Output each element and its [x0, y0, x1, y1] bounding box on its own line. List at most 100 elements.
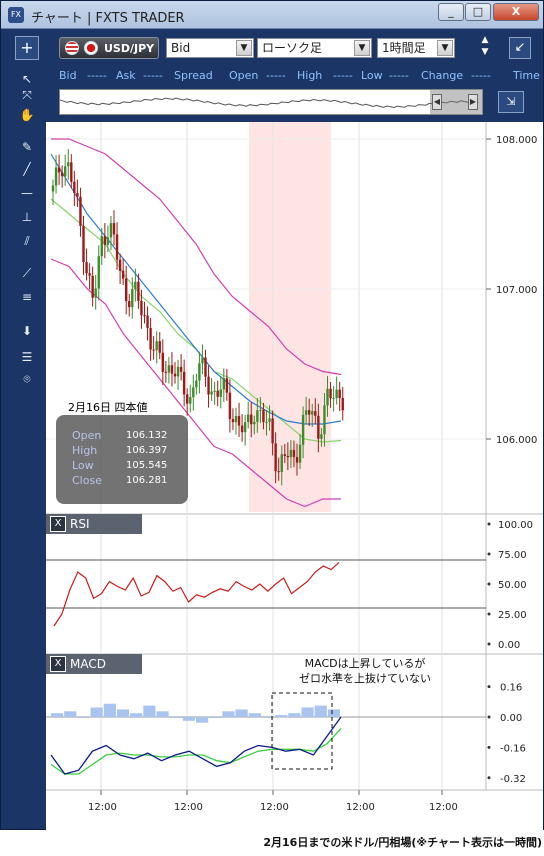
- fan-icon[interactable]: ⟋: [22, 266, 32, 280]
- macd-tick-label-2: -0.16: [500, 743, 526, 754]
- candle-body: [234, 416, 238, 423]
- macd-tick-label-1: 0.00: [500, 713, 522, 724]
- trend-line-icon[interactable]: ╱: [23, 162, 31, 176]
- hline-label-icon[interactable]: ⊥: [21, 210, 33, 224]
- horizontal-line-icon[interactable]: —: [21, 186, 33, 200]
- toolbar-scroll-arrows[interactable]: ▲ ▼: [481, 35, 489, 57]
- overview-navigator[interactable]: ◀ ▶: [59, 89, 483, 115]
- download-icon[interactable]: ⬇: [21, 324, 33, 338]
- chart-area[interactable]: 108.000 107.000 106.000 100.00 75.00 50.00 25.…: [46, 122, 543, 831]
- candle-body: [198, 363, 201, 381]
- macd-annotation-line-2: ゼロ水準を上抜けていない: [299, 672, 431, 685]
- macd-histogram-bar: [288, 713, 301, 717]
- price-type-select[interactable]: Bid ▼: [166, 38, 254, 58]
- candle-body: [152, 349, 155, 351]
- currency-pair-button[interactable]: USD/JPY: [59, 37, 159, 59]
- rsi-close-button[interactable]: X: [50, 516, 66, 532]
- period-select[interactable]: 1時間足 ▼: [377, 38, 455, 58]
- parallel-lines-icon[interactable]: ⫽: [24, 234, 30, 248]
- rsi-tick-label-0: 100.00: [498, 520, 533, 531]
- candle-body: [314, 411, 317, 416]
- candle-body: [262, 409, 265, 423]
- rsi-tick-2: [487, 582, 491, 586]
- detach-button[interactable]: ↙: [509, 37, 531, 59]
- candle-body: [54, 167, 58, 186]
- candle-body: [243, 422, 247, 433]
- candle-body: [311, 411, 314, 415]
- fibonacci-icon[interactable]: ≡: [21, 290, 33, 304]
- macd-panel-title: MACD: [70, 657, 106, 671]
- quote-field-9: Low: [361, 69, 383, 82]
- candle-body: [240, 425, 244, 433]
- x-tick-label-0: 12:00: [88, 802, 117, 813]
- macd-histogram-bar: [77, 717, 90, 718]
- macd-histogram-bar: [103, 703, 116, 717]
- candle-body: [323, 405, 326, 435]
- candle-body: [140, 300, 143, 316]
- marker-icon[interactable]: ✎: [21, 140, 33, 154]
- candle-body: [82, 225, 85, 263]
- candle-body: [115, 234, 119, 260]
- macd-histogram-bar: [235, 709, 248, 717]
- candle-body: [274, 443, 277, 472]
- candle-body: [295, 457, 299, 463]
- chevron-down-icon: ▼: [437, 40, 453, 56]
- macd-tick-label-3: -0.32: [500, 774, 526, 785]
- candle-body: [131, 289, 134, 308]
- candle-body: [103, 236, 107, 245]
- macd-histogram-bar: [196, 717, 209, 723]
- macd-close-button[interactable]: X: [50, 656, 66, 672]
- candle-body: [112, 223, 116, 235]
- candle-body: [228, 392, 232, 420]
- crosshair-icon[interactable]: ⤧: [22, 88, 32, 102]
- macd-signal-line: [50, 727, 342, 775]
- candle-body: [137, 281, 140, 301]
- cursor-icon[interactable]: ↖: [21, 72, 33, 86]
- candle-body: [335, 389, 338, 399]
- macd-histogram-bar: [275, 715, 288, 717]
- hand-icon[interactable]: ✋: [19, 108, 35, 122]
- ohlc-label-high: High: [72, 444, 98, 457]
- candle-body: [341, 398, 344, 411]
- minimize-button[interactable]: _: [438, 3, 464, 21]
- rsi-tick-4: [487, 642, 491, 646]
- x-tick-label-3: 12:00: [346, 802, 375, 813]
- macd-histogram-bar: [169, 717, 182, 718]
- camera-icon[interactable]: ⌾: [23, 372, 31, 386]
- quote-field-10: -----: [389, 69, 409, 82]
- macd-histogram-bar: [182, 717, 195, 721]
- macd-histogram-bar: [90, 707, 103, 717]
- macd-annotation: MACDは上昇しているが ゼロ水準を上抜けていない: [290, 656, 440, 686]
- candle-body: [332, 398, 335, 400]
- candle-body: [304, 410, 308, 415]
- y-tick-label-1: 107.000: [496, 285, 537, 296]
- candle-body: [60, 172, 64, 177]
- highlight-band: [249, 122, 331, 512]
- add-chart-button[interactable]: +: [15, 36, 39, 60]
- candle-body: [173, 373, 177, 377]
- list-icon[interactable]: ☰: [21, 350, 33, 364]
- rsi-panel-title: RSI: [70, 517, 90, 531]
- macd-highlight-box: [271, 692, 333, 770]
- candle-body: [57, 167, 61, 173]
- quote-field-8: -----: [333, 69, 353, 82]
- quote-field-12: -----: [471, 69, 491, 82]
- candle-body: [237, 416, 241, 426]
- chart-type-select[interactable]: ローソク足 ▼: [257, 38, 372, 58]
- rsi-panel-header: X RSI: [46, 514, 142, 534]
- overview-left-handle[interactable]: ◀: [432, 94, 442, 110]
- rsi-tick-0: [487, 522, 491, 526]
- ohlc-tooltip: Open 106.132 High 106.397 Low 105.545 Close 106…: [56, 415, 188, 504]
- candle-body: [97, 256, 100, 289]
- candle-body: [225, 378, 229, 393]
- title-bar: FX チャート | FXTS TRADER _ □ X: [1, 1, 543, 29]
- candle-body: [134, 281, 137, 290]
- overview-expand-button[interactable]: ⇲: [498, 91, 524, 113]
- close-button[interactable]: X: [493, 3, 539, 21]
- ohlc-label-close: Close: [72, 474, 102, 487]
- overview-right-handle[interactable]: ▶: [468, 94, 478, 110]
- fx-app-icon: FX: [8, 7, 24, 23]
- x-tick-label-4: 12:00: [429, 802, 458, 813]
- rsi-tick-label-1: 75.00: [498, 550, 527, 561]
- maximize-button[interactable]: □: [465, 3, 491, 21]
